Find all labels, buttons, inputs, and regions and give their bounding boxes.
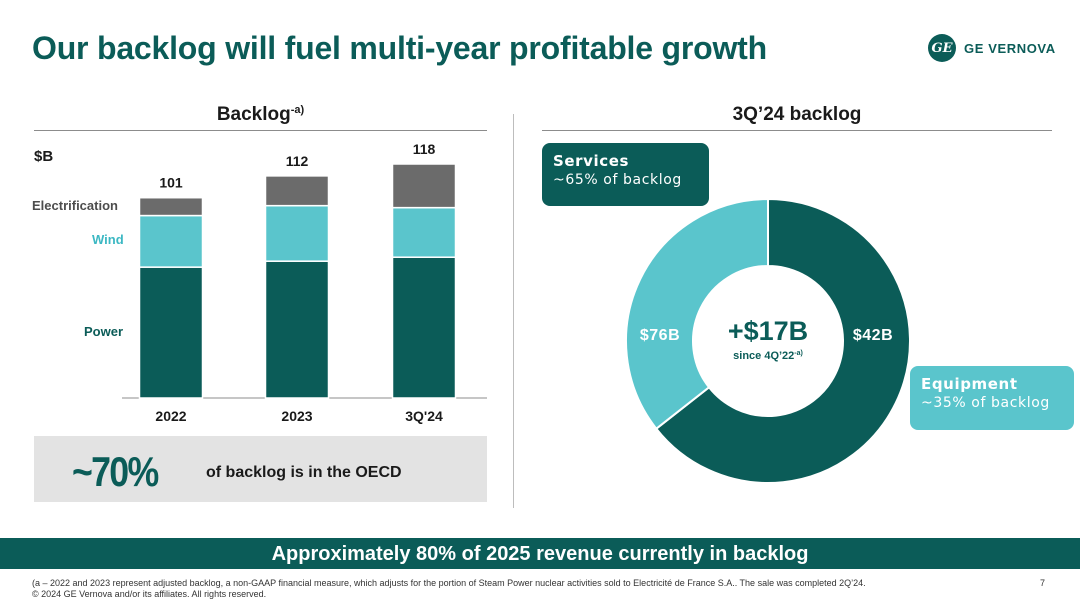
- bar-category-label: 3Q'24: [405, 408, 443, 424]
- ge-vernova-logo: GE GE VERNOVA: [928, 34, 1056, 62]
- bar-segment-electrification-1: [264, 175, 330, 207]
- segment-label-wind: Wind: [92, 232, 124, 247]
- donut-center-note: since 4Q’22-a): [733, 350, 803, 362]
- bottom-banner: [0, 538, 1080, 569]
- donut-title-rule: [542, 130, 1052, 131]
- bar-segment-power-2: [391, 256, 457, 399]
- donut-slice-equipment: [625, 197, 769, 431]
- footnote: (a – 2022 and 2023 represent adjusted ba…: [32, 578, 866, 588]
- logo-text: GE VERNOVA: [964, 40, 1056, 56]
- panel-divider: [513, 114, 514, 508]
- bar-segment-wind-1: [264, 204, 330, 262]
- bar-total-label: 112: [286, 153, 309, 169]
- oecd-percentage: ~70%: [72, 448, 159, 495]
- banner-text: Approximately 80% of 2025 revenue curren…: [271, 543, 809, 565]
- bar-segment-electrification-2: [391, 163, 457, 209]
- services-callout-subtitle: ~65% of backlog: [553, 172, 682, 188]
- bar-total-label: 118: [413, 141, 436, 157]
- bar-category-label: 2022: [155, 408, 186, 424]
- page-title: Our backlog will fuel multi-year profita…: [32, 30, 767, 66]
- page-number: 7: [1040, 578, 1046, 588]
- donut-label-equipment: $42B: [853, 327, 893, 344]
- equipment-callout-subtitle: ~35% of backlog: [921, 395, 1050, 411]
- oecd-text: of backlog is in the OECD: [206, 464, 402, 481]
- donut-label-services: $76B: [640, 327, 680, 344]
- backlog-chart-title: Backlog-a): [216, 104, 305, 125]
- bar-total-label: 101: [159, 175, 183, 191]
- equipment-callout-title: Equipment: [921, 375, 1018, 393]
- copyright: © 2024 GE Vernova and/or its affiliates.…: [32, 589, 267, 599]
- bar-category-label: 2023: [281, 408, 312, 424]
- segment-label-electrification: Electrification: [32, 198, 118, 213]
- donut-chart-title: 3Q’24 backlog: [732, 104, 862, 125]
- backlog-title-rule: [34, 130, 487, 131]
- donut-slice-services: [654, 197, 911, 484]
- ge-monogram-icon: GE: [928, 34, 956, 62]
- oecd-callout-box: [34, 436, 487, 502]
- services-callout: Services ~65% of backlog: [542, 143, 709, 206]
- equipment-callout: Equipment ~35% of backlog: [910, 366, 1074, 430]
- unit-label: $B: [34, 148, 54, 165]
- segment-label-power: Power: [84, 324, 124, 339]
- bar-segment-power-1: [264, 260, 330, 399]
- bar-segment-electrification-0: [138, 196, 204, 217]
- services-callout-title: Services: [553, 152, 630, 170]
- donut-center-value: +$17B: [727, 316, 809, 346]
